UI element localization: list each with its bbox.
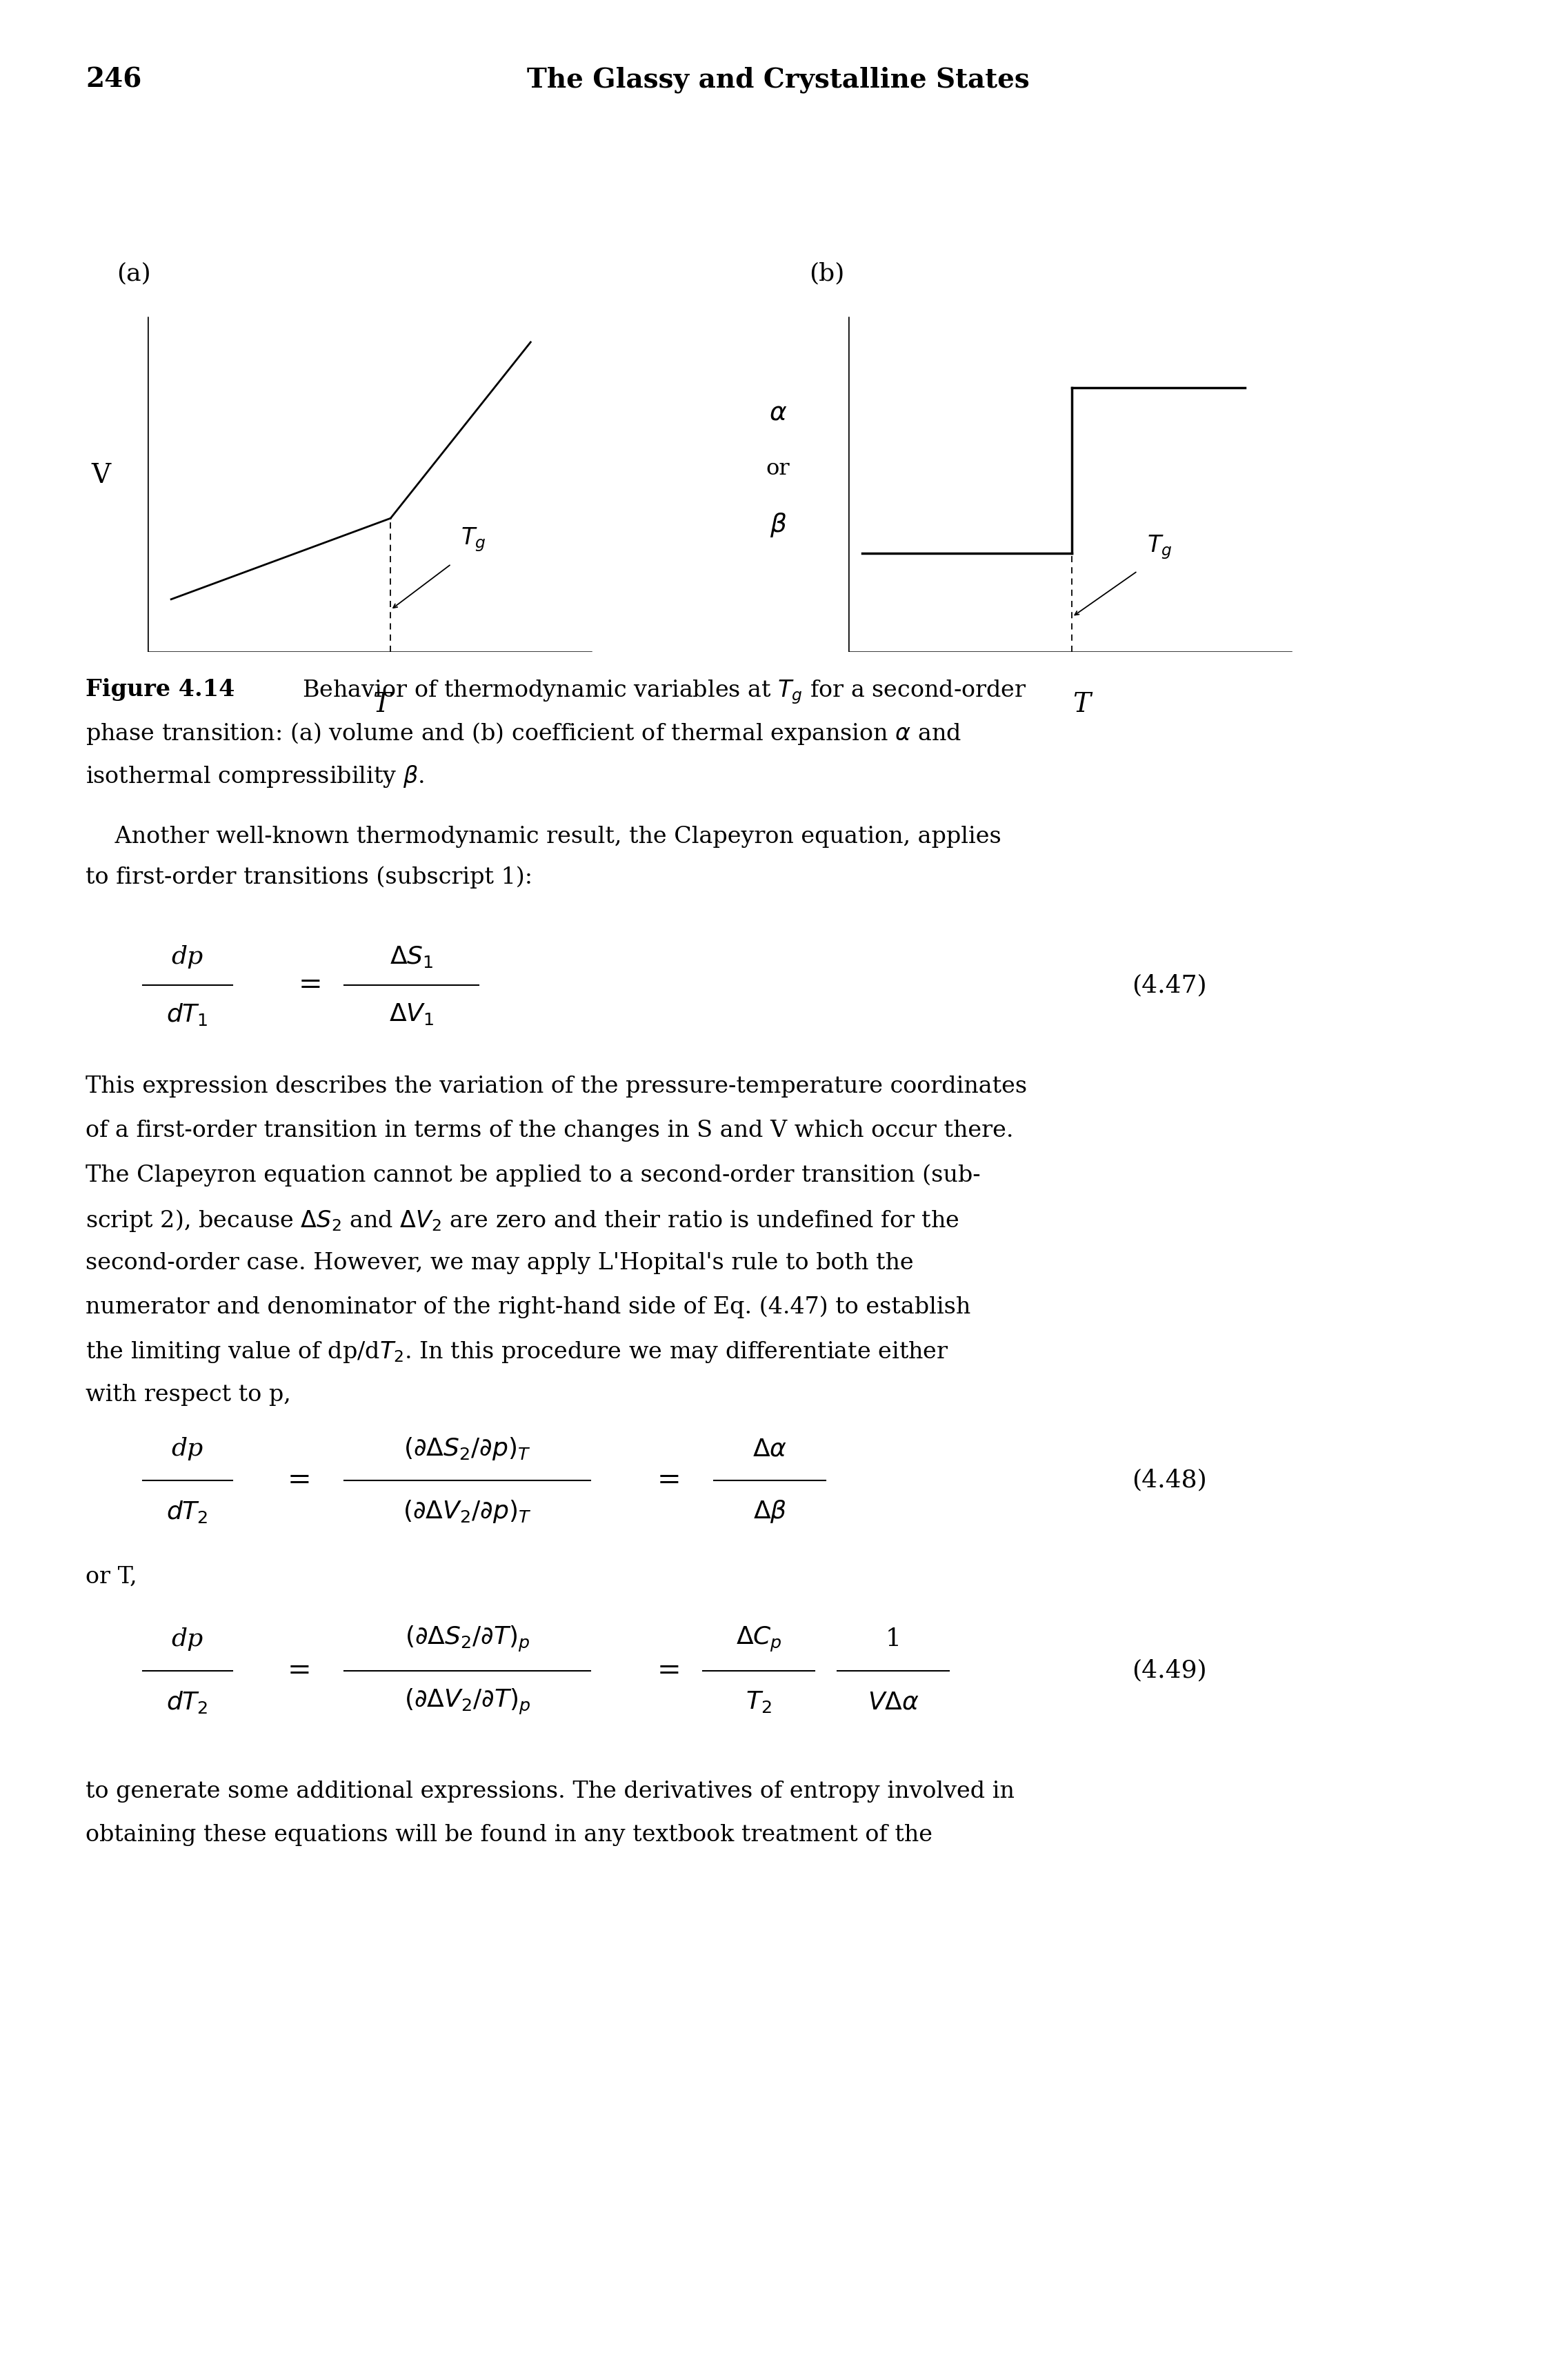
Text: obtaining these equations will be found in any textbook treatment of the: obtaining these equations will be found … — [86, 1823, 932, 1847]
Text: $T_2$: $T_2$ — [745, 1690, 772, 1714]
Text: script 2), because $\Delta S_2$ and $\Delta V_2$ are zero and their ratio is und: script 2), because $\Delta S_2$ and $\De… — [86, 1207, 958, 1233]
Text: $(\partial\Delta S_2/\partial T)_p$: $(\partial\Delta S_2/\partial T)_p$ — [405, 1626, 531, 1654]
Text: =: = — [288, 1656, 311, 1685]
Text: $dT_2$: $dT_2$ — [166, 1499, 209, 1526]
Text: V: V — [92, 464, 110, 488]
Text: second-order case. However, we may apply L'Hopital's rule to both the: second-order case. However, we may apply… — [86, 1252, 913, 1273]
Text: =: = — [288, 1466, 311, 1495]
Text: (a): (a) — [117, 262, 151, 286]
Text: Figure 4.14: Figure 4.14 — [86, 678, 235, 702]
Text: $\Delta S_1$: $\Delta S_1$ — [389, 945, 433, 969]
Text: $\Delta V_1$: $\Delta V_1$ — [389, 1002, 434, 1026]
Text: the limiting value of dp/d$T_2$. In this procedure we may differentiate either: the limiting value of dp/d$T_2$. In this… — [86, 1340, 949, 1364]
Text: to first-order transitions (subscript 1):: to first-order transitions (subscript 1)… — [86, 866, 532, 888]
Text: $(\partial\Delta V_2/\partial p)_T$: $(\partial\Delta V_2/\partial p)_T$ — [403, 1499, 532, 1526]
Text: $\Delta\beta$: $\Delta\beta$ — [753, 1499, 787, 1526]
Text: (b): (b) — [809, 262, 845, 286]
Text: (4.47): (4.47) — [1131, 973, 1207, 997]
Text: dp: dp — [171, 1628, 204, 1652]
Text: $\Delta C_p$: $\Delta C_p$ — [736, 1626, 781, 1654]
Text: The Glassy and Crystalline States: The Glassy and Crystalline States — [526, 67, 1030, 93]
Text: $\Delta\alpha$: $\Delta\alpha$ — [753, 1438, 787, 1461]
Text: T: T — [1072, 693, 1091, 719]
Text: of a first-order transition in terms of the changes in S and V which occur there: of a first-order transition in terms of … — [86, 1119, 1013, 1142]
Text: to generate some additional expressions. The derivatives of entropy involved in: to generate some additional expressions.… — [86, 1780, 1015, 1802]
Text: $\beta$: $\beta$ — [770, 512, 786, 540]
Text: =: = — [657, 1466, 682, 1495]
Text: This expression describes the variation of the pressure-temperature coordinates: This expression describes the variation … — [86, 1076, 1027, 1097]
Text: $\alpha$: $\alpha$ — [769, 400, 787, 426]
Text: or T,: or T, — [86, 1566, 137, 1587]
Text: $(\partial\Delta V_2/\partial T)_p$: $(\partial\Delta V_2/\partial T)_p$ — [405, 1687, 531, 1716]
Text: =: = — [657, 1656, 682, 1685]
Text: $V\Delta\alpha$: $V\Delta\alpha$ — [867, 1690, 920, 1714]
Text: (4.49): (4.49) — [1131, 1659, 1207, 1683]
Text: isothermal compressibility $\beta$.: isothermal compressibility $\beta$. — [86, 764, 425, 790]
Text: $T_g$: $T_g$ — [461, 526, 485, 555]
Text: T: T — [372, 693, 391, 719]
Text: phase transition: (a) volume and (b) coefficient of thermal expansion $\alpha$ a: phase transition: (a) volume and (b) coe… — [86, 721, 962, 747]
Text: numerator and denominator of the right-hand side of Eq. (4.47) to establish: numerator and denominator of the right-h… — [86, 1295, 971, 1319]
Text: 246: 246 — [86, 67, 142, 93]
Text: The Clapeyron equation cannot be applied to a second-order transition (sub-: The Clapeyron equation cannot be applied… — [86, 1164, 980, 1185]
Text: with respect to p,: with respect to p, — [86, 1385, 291, 1407]
Text: $(\partial\Delta S_2/\partial p)_T$: $(\partial\Delta S_2/\partial p)_T$ — [403, 1435, 531, 1461]
Text: dp: dp — [171, 945, 204, 969]
Text: $dT_2$: $dT_2$ — [166, 1690, 209, 1716]
Text: $dT_1$: $dT_1$ — [166, 1002, 209, 1026]
Text: =: = — [299, 971, 322, 1000]
Text: (4.48): (4.48) — [1131, 1468, 1207, 1492]
Text: dp: dp — [171, 1438, 204, 1461]
Text: Another well-known thermodynamic result, the Clapeyron equation, applies: Another well-known thermodynamic result,… — [86, 826, 1002, 847]
Text: Behavior of thermodynamic variables at $T_g$ for a second-order: Behavior of thermodynamic variables at $… — [288, 678, 1027, 707]
Text: or: or — [766, 459, 790, 481]
Text: 1: 1 — [885, 1628, 901, 1652]
Text: $T_g$: $T_g$ — [1147, 533, 1172, 562]
